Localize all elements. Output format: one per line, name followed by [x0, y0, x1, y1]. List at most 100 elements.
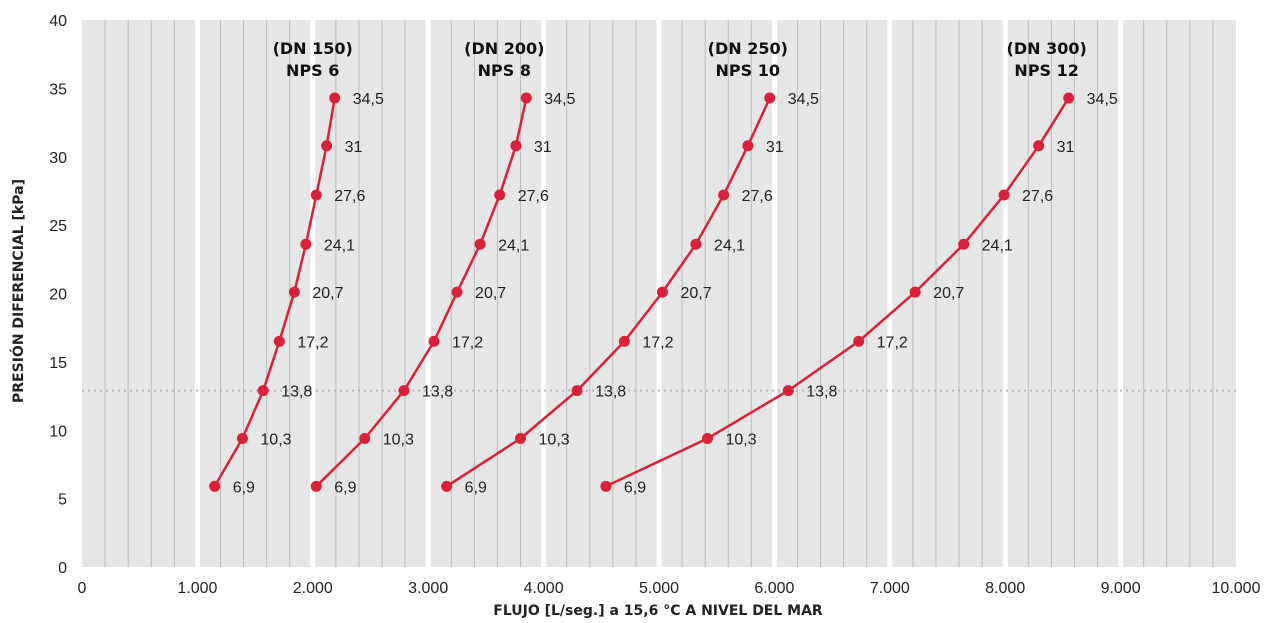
data-point	[474, 238, 486, 250]
data-label: 6,9	[465, 479, 487, 496]
data-point	[656, 286, 668, 298]
data-label: 17,2	[642, 334, 673, 351]
data-label: 6,9	[624, 479, 646, 496]
x-tick-label: 10.000	[1212, 580, 1261, 597]
data-point	[690, 238, 702, 250]
series-name: (DN 150)	[273, 39, 353, 58]
data-point	[618, 335, 630, 347]
y-tick-label: 0	[58, 560, 67, 577]
data-point	[494, 189, 506, 201]
data-label: 20,7	[312, 285, 343, 302]
data-label: 24,1	[982, 237, 1013, 254]
data-point	[764, 92, 776, 104]
data-label: 13,8	[281, 384, 312, 401]
data-label: 24,1	[714, 237, 745, 254]
data-point	[571, 385, 583, 397]
x-tick-label: 1.000	[177, 580, 217, 597]
y-tick-label: 40	[49, 13, 67, 30]
series-name: (DN 200)	[464, 39, 544, 58]
data-label: 10,3	[725, 431, 756, 448]
data-label: 24,1	[498, 237, 529, 254]
series-name: NPS 6	[286, 61, 339, 80]
data-label: 27,6	[334, 188, 365, 205]
y-tick-label: 30	[49, 150, 67, 167]
series-name: (DN 300)	[1007, 39, 1087, 58]
data-label: 6,9	[233, 479, 255, 496]
y-tick-label: 25	[49, 218, 67, 235]
y-tick-label: 5	[58, 492, 67, 509]
data-point	[701, 432, 713, 444]
data-point	[1033, 140, 1045, 152]
y-tick-label: 15	[49, 355, 67, 372]
data-label: 31	[345, 139, 363, 156]
data-label: 10,3	[383, 431, 414, 448]
x-tick-label: 8.000	[985, 580, 1025, 597]
data-point	[310, 189, 322, 201]
data-point	[998, 189, 1010, 201]
data-point	[1063, 92, 1075, 104]
data-point	[273, 335, 285, 347]
x-axis-title: FLUJO [L/seg.] a 15,6 °C A NIVEL DEL MAR	[493, 603, 823, 619]
data-label: 27,6	[1022, 188, 1053, 205]
data-label: 13,8	[806, 384, 837, 401]
y-tick-label: 10	[49, 423, 67, 440]
data-label: 34,5	[353, 91, 384, 108]
data-point	[428, 335, 440, 347]
data-label: 27,6	[518, 188, 549, 205]
y-tick-label: 20	[49, 287, 67, 304]
data-point	[321, 140, 333, 152]
data-point	[209, 480, 221, 492]
data-point	[451, 286, 463, 298]
y-axis-title: PRESIÓN DIFERENCIAL [kPa]	[9, 179, 27, 403]
data-point	[257, 385, 269, 397]
x-tick-label: 6.000	[754, 580, 794, 597]
data-label: 20,7	[475, 285, 506, 302]
data-point	[958, 238, 970, 250]
axes: 0 1.000 2.000 3.000 4.000 5.000 6.000 7.000 8.00…	[49, 13, 1260, 597]
data-point	[510, 140, 522, 152]
series-name: NPS 8	[478, 61, 531, 80]
x-tick-label: 3.000	[408, 580, 448, 597]
data-label: 10,3	[539, 431, 570, 448]
x-tick-label: 0	[78, 580, 87, 597]
grid	[82, 20, 1236, 567]
data-point	[520, 92, 532, 104]
data-label: 34,5	[1087, 91, 1118, 108]
data-label: 6,9	[334, 479, 356, 496]
x-tick-label: 2.000	[293, 580, 333, 597]
data-label: 20,7	[933, 285, 964, 302]
data-point	[300, 238, 312, 250]
data-point	[782, 385, 794, 397]
data-point	[515, 432, 527, 444]
data-label: 31	[534, 139, 552, 156]
data-label: 34,5	[544, 91, 575, 108]
series-name: NPS 12	[1014, 61, 1078, 80]
data-point	[288, 286, 300, 298]
data-point	[329, 92, 341, 104]
data-label: 27,6	[742, 188, 773, 205]
y-tick-label: 35	[49, 81, 67, 98]
data-point	[600, 480, 612, 492]
data-point	[359, 432, 371, 444]
data-label: 31	[1057, 139, 1075, 156]
data-label: 10,3	[260, 431, 291, 448]
x-tick-label: 4.000	[524, 580, 564, 597]
data-point	[853, 335, 865, 347]
x-tick-label: 5.000	[639, 580, 679, 597]
data-point	[742, 140, 754, 152]
data-label: 20,7	[680, 285, 711, 302]
data-point	[718, 189, 730, 201]
data-label: 13,8	[595, 384, 626, 401]
data-label: 31	[766, 139, 784, 156]
data-point	[441, 480, 453, 492]
x-tick-label: 7.000	[870, 580, 910, 597]
data-label: 34,5	[788, 91, 819, 108]
data-point	[398, 385, 410, 397]
x-tick-label: 9.000	[1101, 580, 1141, 597]
series: 6,9 10,3 13,8 17,2 20,7 24,1 27,6 31 34,5 (DN 150…	[209, 39, 1118, 496]
data-point	[909, 286, 921, 298]
data-label: 24,1	[324, 237, 355, 254]
data-point	[310, 480, 322, 492]
data-point	[236, 432, 248, 444]
